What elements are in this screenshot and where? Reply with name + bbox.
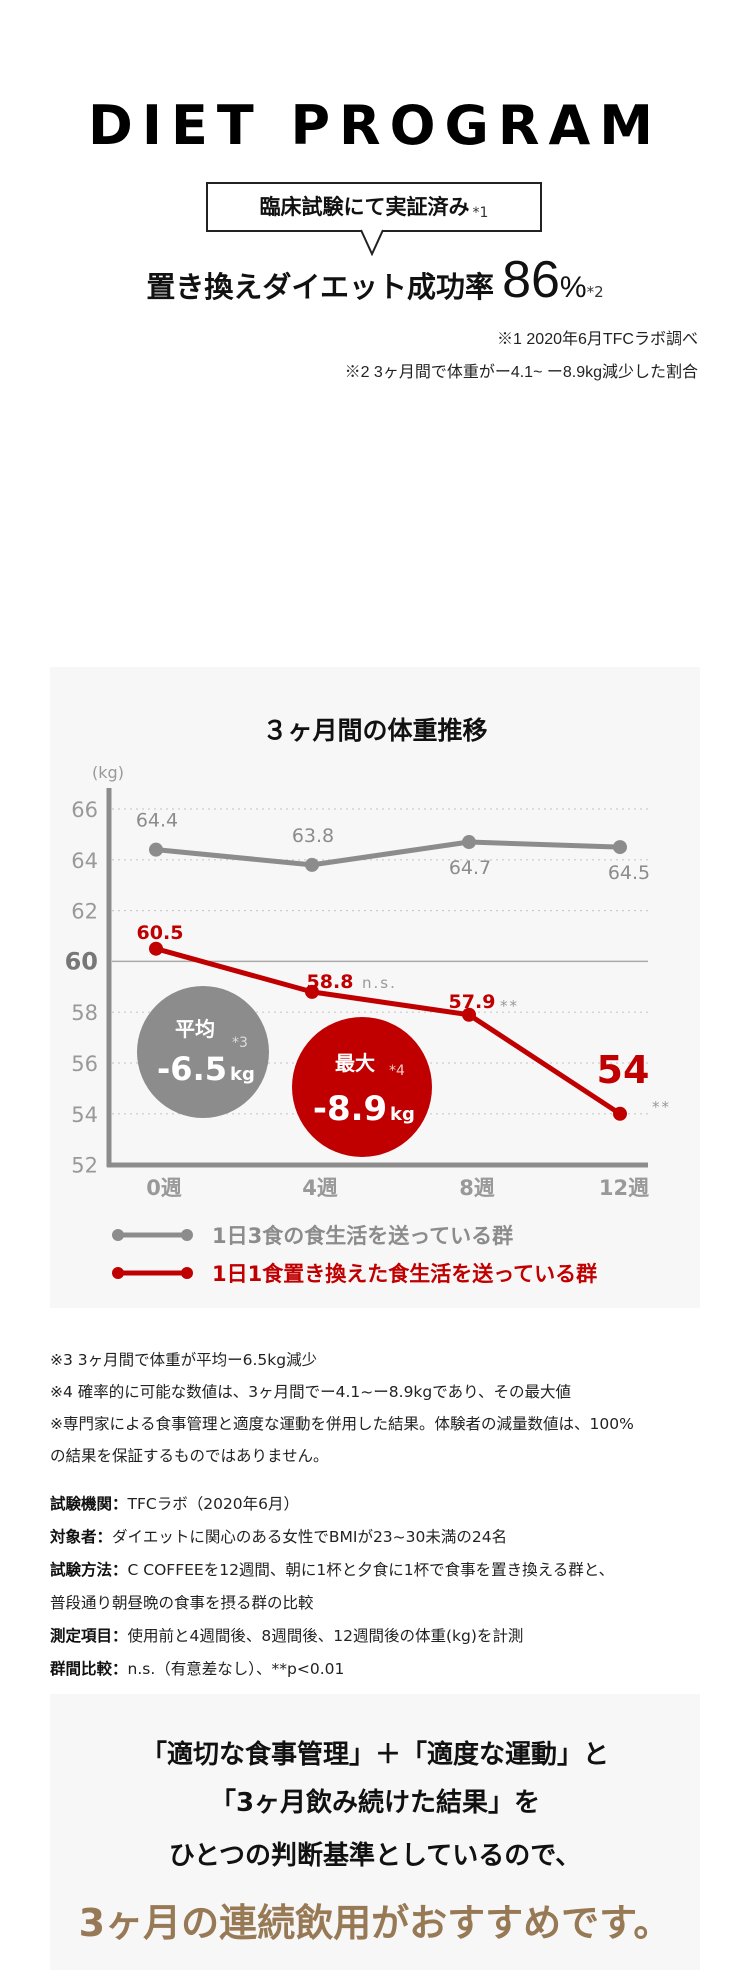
chart-panel: ３ヶ月間の体重推移 (kg) 66 64 62 60 58 56 54 52 0週 4週 8週 12週 平…	[50, 667, 700, 1308]
speech-bubble-tail-icon	[360, 228, 384, 256]
x-tick-label: 0週	[146, 1176, 182, 1200]
study-label: 対象者：	[50, 1528, 113, 1546]
conclusion-line-1: 「適切な食事管理」＋「適度な運動」と	[140, 1740, 609, 1770]
y-tick-label: 60	[65, 947, 98, 975]
legend-marker	[181, 1229, 193, 1241]
study-label: 測定項目：	[50, 1627, 128, 1645]
study-value: n.s.（有意差なし）、**p<0.01	[127, 1660, 345, 1678]
study-value: TFCラボ（2020年6月）	[127, 1495, 300, 1513]
headline-text: 置き換えダイエット成功率	[146, 270, 495, 304]
x-tick-label: 12週	[599, 1176, 649, 1200]
speech-bubble: 臨床試験にて実証済み *1	[206, 182, 542, 232]
average-label: 平均	[175, 1017, 215, 1041]
bubble-note: *1	[472, 205, 489, 221]
average-loss-badge	[137, 986, 269, 1118]
study-value: 使用前と4週間後、8週間後、12週間後の体重(kg)を計測	[127, 1627, 524, 1645]
data-point	[613, 840, 627, 855]
study-row: 試験方法：C COFFEEを12週間、朝に1杯と夕食に1杯で食事を置き換える群と…	[50, 1560, 614, 1580]
headline-note: *2	[586, 283, 604, 301]
legend-marker	[181, 1267, 193, 1279]
study-row: 対象者：ダイエットに関心のある女性でBMIが23~30未満の24名	[50, 1527, 507, 1547]
legend-label: 1日1食置き換えた食生活を送っている群	[212, 1262, 597, 1286]
footnote-4: ※4 確率的に可能な数値は、3ヶ月間でー4.1~ー8.9kgであり、その最大値	[50, 1383, 571, 1401]
header-note-2: ※2 3ヶ月間で体重がー4.1~ ー8.9kg減少した割合	[344, 364, 698, 381]
percent-unit: %	[559, 271, 587, 304]
study-row: 普段通り朝昼晩の食事を摂る群の比較	[50, 1593, 314, 1613]
data-point	[305, 984, 319, 999]
study-value: 普段通り朝昼晩の食事を摂る群の比較	[50, 1594, 314, 1612]
y-tick-label: 62	[71, 900, 98, 924]
max-value: -8.9	[313, 1089, 387, 1129]
conclusion-line-3: ひとつの判断基準としているので、	[168, 1841, 582, 1871]
data-point	[462, 1007, 476, 1022]
study-label: 群間比較：	[50, 1660, 128, 1678]
header-note-1: ※1 2020年6月TFCラボ調べ	[497, 331, 698, 348]
y-tick-label: 54	[71, 1103, 98, 1127]
study-row: 群間比較：n.s.（有意差なし）、**p<0.01	[50, 1659, 344, 1679]
data-label: 64.5	[608, 862, 650, 884]
y-tick-label: 52	[71, 1154, 98, 1178]
significance-annotation: **	[500, 997, 519, 1015]
study-value: ダイエットに関心のある女性でBMIが23~30未満の24名	[112, 1528, 508, 1546]
data-label: 64.4	[136, 810, 178, 832]
significance-annotation: **	[652, 1098, 671, 1116]
x-tick-label: 8週	[459, 1176, 495, 1200]
y-tick-label: 56	[71, 1052, 98, 1076]
legend-marker	[112, 1267, 124, 1279]
data-label: 54	[597, 1048, 650, 1092]
footnote-disclaimer-cont: の結果を保証するものではありません。	[50, 1447, 329, 1465]
data-label: 58.8	[307, 971, 354, 993]
conclusion-line-2: 「3ヶ月飲み続けた結果」を	[209, 1788, 541, 1818]
bubble-text: 臨床試験にて実証済み	[259, 195, 470, 219]
success-rate-headline: 置き換えダイエット成功率 86%*2	[0, 250, 750, 310]
study-label: 試験方法：	[50, 1561, 128, 1579]
conclusion-highlight: 3ヶ月の連続飲用がおすすめです。	[78, 1901, 672, 1945]
legend-marker	[112, 1229, 124, 1241]
data-label: 60.5	[137, 922, 184, 944]
y-axis-label: (kg)	[92, 763, 124, 782]
average-unit: kg	[230, 1064, 255, 1085]
max-unit: kg	[390, 1104, 415, 1125]
study-row: 試験機関：TFCラボ（2020年6月）	[50, 1494, 299, 1514]
data-point	[613, 1106, 627, 1121]
data-point	[149, 941, 163, 956]
conclusion-box: 「適切な食事管理」＋「適度な運動」と 「3ヶ月飲み続けた結果」を ひとつの判断基…	[50, 1694, 700, 1970]
average-value: -6.5	[157, 1050, 227, 1088]
legend-label: 1日3食の食生活を送っている群	[212, 1224, 513, 1248]
max-loss-badge	[292, 1017, 432, 1157]
page-title: DIET PROGRAM	[88, 94, 662, 157]
footnote-disclaimer: ※専門家による食事管理と適度な運動を併用した結果。体験者の減量数値は、100%	[50, 1415, 634, 1433]
average-note: *3	[232, 1035, 248, 1051]
success-rate-value: 86	[502, 251, 560, 309]
data-label: 63.8	[292, 825, 334, 847]
y-tick-label: 64	[71, 849, 98, 873]
data-point	[462, 835, 476, 850]
data-point	[305, 857, 319, 872]
y-tick-label: 58	[71, 1001, 98, 1025]
max-note: *4	[389, 1063, 405, 1079]
max-label: 最大	[335, 1051, 375, 1075]
series-line-0	[155, 839, 621, 868]
y-tick-label: 66	[71, 798, 98, 822]
study-row: 測定項目：使用前と4週間後、8週間後、12週間後の体重(kg)を計測	[50, 1626, 523, 1646]
x-tick-label: 4週	[302, 1176, 338, 1200]
ns-annotation: n.s.	[362, 974, 397, 992]
study-label: 試験機関：	[50, 1495, 128, 1513]
series-line-1	[155, 946, 622, 1116]
study-value: C COFFEEを12週間、朝に1杯と夕食に1杯で食事を置き換える群と、	[127, 1561, 615, 1579]
data-point	[149, 842, 163, 857]
data-label: 57.9	[449, 991, 496, 1013]
chart-title: ３ヶ月間の体重推移	[262, 716, 488, 745]
footnote-3: ※3 3ヶ月間で体重が平均ー6.5kg減少	[50, 1351, 318, 1369]
data-label: 64.7	[449, 857, 491, 879]
